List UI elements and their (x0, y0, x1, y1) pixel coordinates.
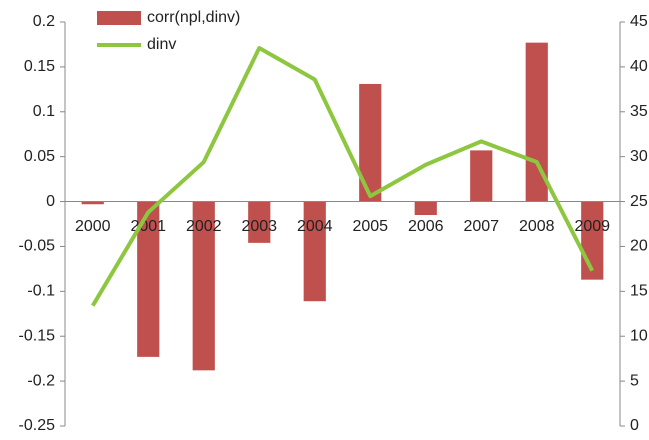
y2-tick-label: 35 (630, 103, 648, 120)
y-tick-label: -0.25 (19, 417, 56, 434)
x-tick-label: 2004 (297, 218, 333, 235)
x-tick-label: 2003 (241, 218, 277, 235)
line (91, 46, 595, 307)
x-tick-label: 2009 (574, 218, 610, 235)
bar (81, 201, 104, 205)
x-tick-label: 2002 (186, 218, 222, 235)
bar (137, 201, 160, 357)
y-tick-label: 0 (46, 193, 55, 210)
bar (248, 201, 271, 243)
bar (414, 201, 437, 216)
y-tick-label: -0.15 (19, 327, 56, 344)
legend-swatch (97, 11, 141, 25)
y2-tick-label: 45 (630, 13, 648, 30)
x-tick-label: 2007 (463, 218, 499, 235)
y-tick-label: 0.1 (33, 103, 55, 120)
bar (303, 201, 326, 302)
y2-tick-label: 25 (630, 193, 648, 210)
y-tick-label: 0.2 (33, 13, 55, 30)
y2-tick-label: 5 (630, 372, 639, 389)
y2-tick-label: 40 (630, 58, 648, 75)
y-tick-label: -0.2 (27, 372, 55, 389)
y2-tick-label: 10 (630, 327, 648, 344)
y2-tick-label: 15 (630, 283, 648, 300)
x-tick-label: 2008 (519, 218, 555, 235)
y2-tick-label: 30 (630, 148, 648, 165)
y2-tick-label: 20 (630, 238, 648, 255)
legend-label: dinv (147, 36, 176, 53)
x-tick-label: 2006 (408, 218, 444, 235)
bar (470, 150, 493, 202)
y2-tick-label: 0 (630, 417, 639, 434)
y-tick-label: 0.15 (24, 58, 55, 75)
bar (359, 83, 382, 202)
y-tick-label: -0.1 (27, 283, 55, 300)
y-tick-label: -0.05 (19, 238, 56, 255)
x-tick-label: 2005 (352, 218, 388, 235)
x-tick-label: 2000 (75, 218, 111, 235)
legend-label: corr(npl,dinv) (147, 9, 240, 26)
y-tick-label: 0.05 (24, 148, 55, 165)
bar (192, 201, 215, 371)
